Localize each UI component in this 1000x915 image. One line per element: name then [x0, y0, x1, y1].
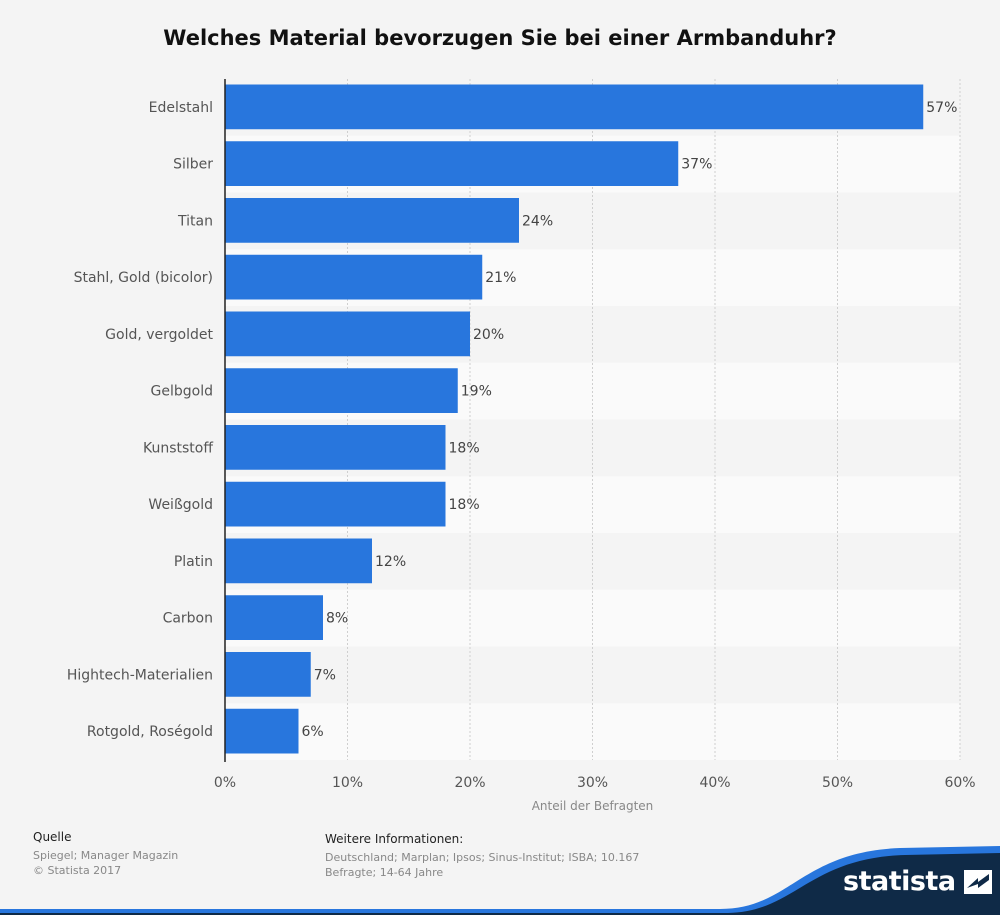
- tick-label: 10%: [332, 775, 363, 791]
- category-label: Gelbgold: [151, 384, 213, 400]
- data-label: 6%: [302, 724, 324, 740]
- source-line: Spiegel; Manager Magazin: [33, 849, 179, 862]
- copyright-line: © Statista 2017: [33, 864, 122, 877]
- data-label: 18%: [449, 440, 480, 456]
- data-label: 12%: [375, 554, 406, 570]
- category-label: Gold, vergoldet: [105, 327, 213, 343]
- bar: [225, 84, 924, 130]
- bar: [225, 368, 458, 413]
- source-heading: Quelle: [33, 830, 72, 844]
- statista-logo: statista: [843, 866, 992, 897]
- tick-label: 50%: [822, 775, 853, 791]
- info-heading: Weitere Informationen:: [325, 832, 464, 846]
- bar: [225, 141, 679, 186]
- data-label: 7%: [314, 667, 336, 683]
- data-label: 8%: [326, 611, 348, 627]
- data-label: 37%: [681, 157, 712, 173]
- data-label: 24%: [522, 213, 553, 229]
- tick-label: 20%: [454, 775, 485, 791]
- statista-logo-icon: [963, 869, 992, 894]
- bar: [225, 198, 519, 243]
- data-label: 20%: [473, 327, 504, 343]
- info-line: Befragte; 14-64 Jahre: [325, 866, 444, 879]
- data-label: 21%: [485, 270, 516, 286]
- bar: [225, 311, 470, 357]
- category-label: Kunststoff: [143, 440, 213, 456]
- category-label: Titan: [177, 213, 213, 229]
- category-label: Platin: [174, 554, 213, 570]
- category-label: Weißgold: [148, 497, 213, 513]
- chart-title: Welches Material bevorzugen Sie bei eine…: [163, 26, 837, 50]
- bar: [225, 652, 311, 697]
- category-label: Silber: [173, 157, 213, 173]
- bar: [225, 595, 323, 640]
- data-label: 57%: [926, 100, 957, 116]
- category-label: Edelstahl: [149, 100, 213, 116]
- category-label: Stahl, Gold (bicolor): [74, 270, 213, 286]
- bar: [225, 254, 483, 300]
- bar-chart: 57% Edelstahl 37% Silber 24% Titan 21% Stahl, G…: [67, 79, 976, 813]
- data-label: 18%: [449, 497, 480, 513]
- x-axis-title: Anteil der Befragten: [532, 799, 654, 813]
- bar: [225, 538, 372, 584]
- info-line: Deutschland; Marplan; Ipsos; Sinus-Insti…: [325, 851, 640, 864]
- bar: [225, 708, 299, 754]
- bar: [225, 481, 446, 527]
- bar: [225, 425, 446, 470]
- tick-label: 0%: [214, 775, 236, 791]
- brand-wave-navy: [0, 853, 1000, 915]
- tick-label: 60%: [944, 775, 975, 791]
- category-label: Carbon: [163, 611, 213, 627]
- category-label: Rotgold, Roségold: [87, 724, 213, 740]
- statista-logo-text: statista: [843, 866, 956, 897]
- category-label: Hightech-Materialien: [67, 667, 213, 683]
- data-label: 19%: [461, 384, 492, 400]
- source-block: Quelle Spiegel; Manager Magazin © Statis…: [33, 830, 178, 878]
- tick-label: 30%: [577, 775, 608, 791]
- info-block: Weitere Informationen: Deutschland; Marp…: [325, 832, 639, 880]
- tick-label: 40%: [699, 775, 730, 791]
